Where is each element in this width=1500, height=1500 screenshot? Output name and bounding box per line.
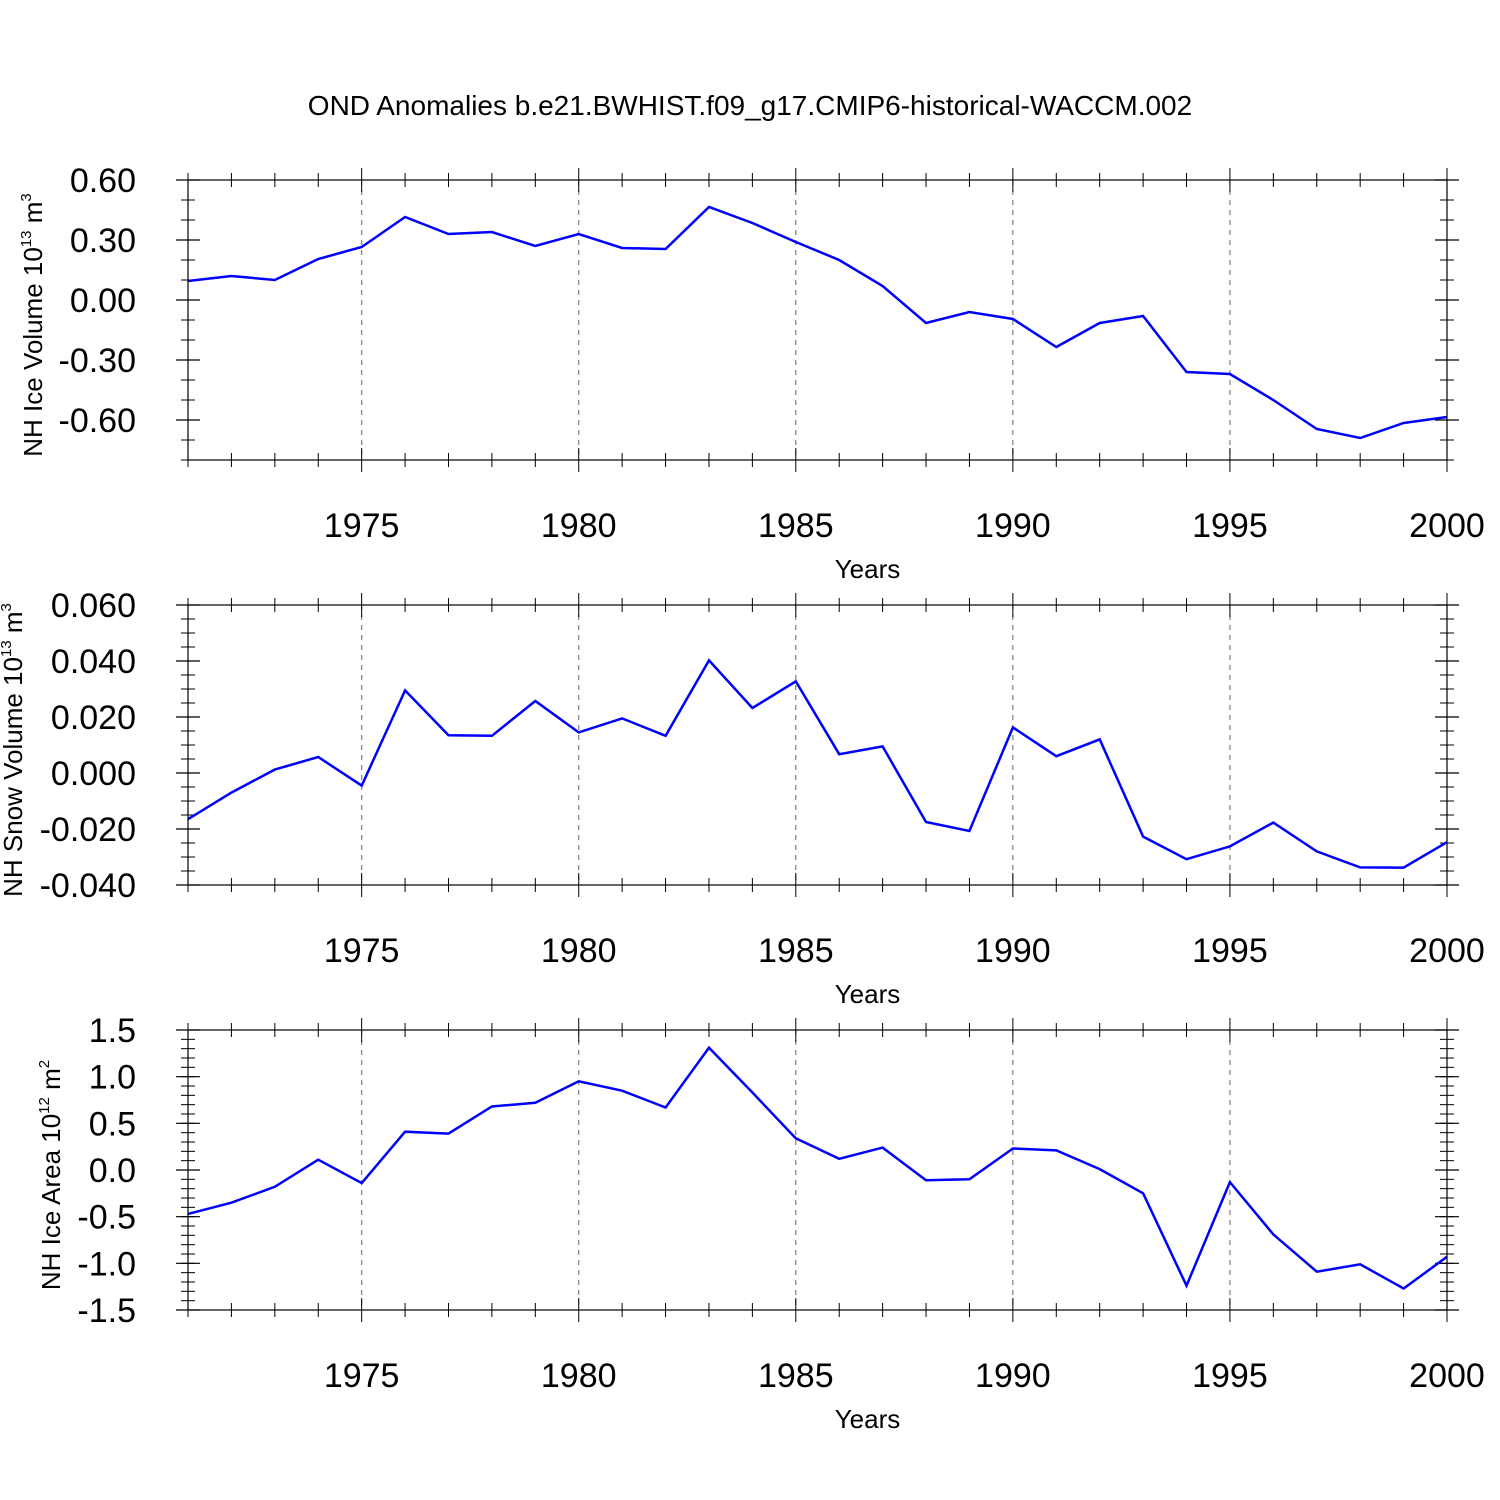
x-tick-label: 1990 (975, 932, 1051, 970)
x-tick-label: 1980 (541, 507, 617, 545)
x-tick-label: 1995 (1192, 1357, 1268, 1395)
plot-frame (187, 604, 1448, 886)
series-line (187, 205, 1448, 440)
series-line (187, 658, 1448, 869)
y-tick-label: 0.30 (70, 222, 136, 260)
panel-snow-volume: 1975 1980 1985 1990 1995 2000 0.060 0.040 0.020 0… (0, 587, 1485, 1009)
x-tick-label: 2000 (1409, 1357, 1485, 1395)
x-axis-label: Years (835, 554, 901, 584)
x-tick-label: 1990 (975, 507, 1051, 545)
y-axis-label-exponent: 13 (0, 640, 15, 657)
x-axis-label: Years (835, 979, 901, 1009)
y-axis-label-unit: m (0, 611, 28, 640)
panel-ice-area: 1975 1980 1985 1990 1995 2000 1.5 1.0 0.5 0.0 -0.5… (36, 1012, 1485, 1434)
x-tick-label: 1995 (1192, 507, 1268, 545)
y-axis-label: NH Snow Volume 1013 m3 (0, 603, 28, 897)
x-tick-label: 1985 (758, 1357, 834, 1395)
series-line (187, 1045, 1448, 1290)
y-tick-label: -0.020 (40, 811, 136, 849)
y-axis-label: NH Ice Area 1012 m2 (36, 1060, 66, 1290)
y-tick-label: 0.000 (51, 755, 136, 793)
y-tick-label: -0.5 (77, 1199, 136, 1237)
tick-labels: 1975 1980 1985 1990 1995 2000 1.5 1.0 0.5 0.0 -0.5… (77, 1012, 1484, 1395)
y-axis-label-exponent: 12 (36, 1097, 53, 1114)
x-tick-label: 1975 (324, 1357, 400, 1395)
x-grid (361, 605, 1231, 885)
y-tick-label: -0.60 (59, 402, 137, 440)
y-axis-label-unit-exponent: 3 (18, 193, 35, 201)
series-layer (187, 658, 1448, 869)
x-axis-label: Years (835, 1404, 901, 1434)
y-tick-label: 0.5 (89, 1105, 136, 1143)
x-tick-label: 1985 (758, 507, 834, 545)
y-tick-label: 0.60 (70, 162, 136, 200)
x-grid (361, 1030, 1231, 1310)
x-tick-label: 1990 (975, 1357, 1051, 1395)
plot-frame (187, 179, 1448, 461)
y-tick-label: -0.040 (40, 867, 136, 905)
y-tick-label: 1.0 (89, 1059, 136, 1097)
y-axis-label-text: NH Ice Area 10 (36, 1114, 66, 1290)
y-tick-label: 0.00 (70, 282, 136, 320)
y-tick-label: 0.040 (51, 643, 136, 681)
y-axis-label-text: NH Snow Volume 10 (0, 657, 28, 897)
plot-frame (187, 1029, 1448, 1311)
y-axis-label-unit-exponent: 2 (36, 1060, 53, 1068)
y-axis-label-exponent: 13 (18, 230, 35, 247)
x-tick-label: 1980 (541, 932, 617, 970)
x-tick-label: 1980 (541, 1357, 617, 1395)
x-tick-label: 2000 (1409, 932, 1485, 970)
x-tick-label: 1985 (758, 932, 834, 970)
y-tick-label: 0.0 (89, 1152, 136, 1190)
y-axis-label-text: NH Ice Volume 10 (18, 247, 48, 457)
y-tick-label: -0.30 (59, 342, 137, 380)
y-tick-label: -1.0 (77, 1245, 136, 1283)
y-axis-label: NH Ice Volume 1013 m3 (18, 193, 48, 456)
tick-labels: 1975 1980 1985 1990 1995 2000 0.60 0.30 0.00 -0.3… (59, 162, 1485, 545)
y-axis-label-unit: m (36, 1068, 66, 1097)
y-axis-label-unit-exponent: 3 (0, 603, 15, 611)
x-tick-label: 1995 (1192, 932, 1268, 970)
tick-labels: 1975 1980 1985 1990 1995 2000 0.060 0.040 0.020 0… (40, 587, 1485, 970)
panel-ice-volume: 1975 1980 1985 1990 1995 2000 0.60 0.30 0.00 -0.3… (18, 162, 1485, 584)
x-tick-label: 1975 (324, 932, 400, 970)
y-axis-label-unit: m (18, 202, 48, 231)
y-tick-label: 0.060 (51, 587, 136, 625)
x-tick-label: 2000 (1409, 507, 1485, 545)
y-tick-label: -1.5 (77, 1292, 136, 1330)
x-tick-label: 1975 (324, 507, 400, 545)
y-tick-label: 1.5 (89, 1012, 136, 1050)
y-tick-label: 0.020 (51, 699, 136, 737)
chart-title: OND Anomalies b.e21.BWHIST.f09_g17.CMIP6… (308, 90, 1192, 121)
